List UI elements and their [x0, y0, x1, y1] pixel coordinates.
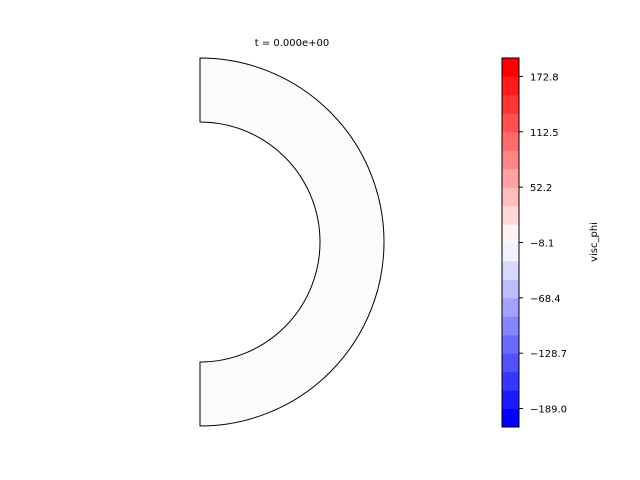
- colorbar-band: [502, 316, 519, 336]
- colorbar-band: [502, 279, 519, 299]
- colorbar-band: [502, 408, 519, 428]
- colorbar-band: [502, 205, 519, 225]
- colorbar-band: [502, 353, 519, 373]
- colorbar-band: [502, 113, 519, 133]
- colorbar-band: [502, 297, 519, 317]
- half-annulus-field: [199, 57, 385, 427]
- colorbar-tick-label: −128.7: [530, 349, 567, 360]
- colorbar-band: [502, 131, 519, 151]
- colorbar-tick-label: 112.5: [530, 128, 559, 139]
- colorbar-tick-label: 172.8: [530, 72, 559, 83]
- plot-title: t = 0.000e+00: [255, 38, 330, 49]
- colorbar-band: [502, 150, 519, 170]
- colorbar-band: [502, 371, 519, 391]
- colorbar-band: [502, 187, 519, 207]
- colorbar-band: [502, 58, 519, 77]
- colorbar-band: [502, 242, 519, 262]
- colorbar-band: [502, 168, 519, 188]
- colorbar-band: [502, 94, 519, 114]
- colorbar-tick-label: −8.1: [530, 239, 554, 250]
- colorbar-band: [502, 390, 519, 410]
- colorbar-band: [502, 334, 519, 354]
- colorbar-tick-label: −68.4: [530, 294, 561, 305]
- colorbar-band: [502, 76, 519, 96]
- colorbar: 172.8 112.5 52.2 −8.1 −68.4 −128.7 −189.0: [501, 57, 567, 428]
- colorbar-tick-label: 52.2: [530, 183, 552, 194]
- colorbar-tick-label: −189.0: [530, 405, 567, 416]
- colorbar-band: [502, 224, 519, 243]
- colorbar-label: visc_phi: [589, 222, 600, 262]
- colorbar-band: [502, 260, 519, 280]
